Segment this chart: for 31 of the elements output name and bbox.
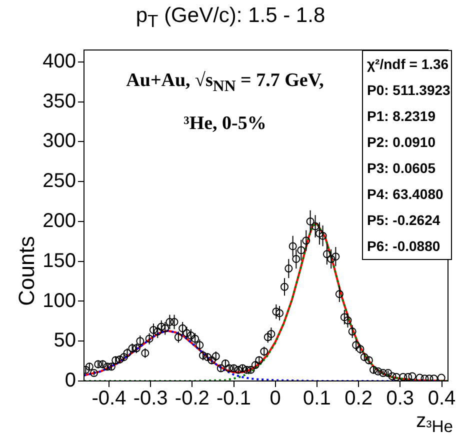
y-tick-label: 200 [42, 210, 76, 232]
y-tick-label: 300 [42, 130, 76, 152]
annotation: Au+Au, √s$_{NN}$ = 7.7 GeV, [125, 69, 325, 97]
x-tick-label: -0.3 [133, 388, 168, 410]
annotation: P1: 8.2319 [367, 107, 436, 126]
x-tick-label: 0.3 [386, 388, 414, 410]
annotation: P6: -0.0880 [367, 237, 442, 256]
x-tick-label: 0.1 [303, 388, 331, 410]
x-tick-label: -0.4 [92, 388, 126, 410]
annotation: P0: 511.3923 [367, 81, 451, 100]
annotation: P4: 63.4080 [367, 185, 444, 204]
y-axis-title: Counts [14, 236, 40, 306]
y-tick-label: 50 [54, 330, 76, 352]
x-axis-title: z$_{³He}$ [416, 410, 453, 437]
y-tick-label: 150 [42, 250, 76, 272]
annotation: ³He, 0-5% [182, 112, 268, 136]
x-tick-label: -0.2 [174, 388, 210, 410]
annotation: P5: -0.2624 [367, 211, 442, 230]
y-tick-label: 0 [64, 370, 76, 392]
y-tick-label: 400 [42, 50, 76, 72]
y-tick-label: 250 [42, 170, 76, 192]
x-tick-label: 0.2 [344, 388, 372, 410]
x-tick-label: 0.4 [428, 388, 456, 410]
annotation: χ²/ndf = 1.36 [367, 55, 450, 74]
annotation: P2: 0.0910 [367, 133, 436, 152]
y-tick-label: 100 [42, 290, 76, 312]
chart-title: p$_{T}$ (GeV/c): 1.5 - 1.8 [134, 4, 326, 32]
x-tick-label: 0 [270, 388, 281, 410]
annotation: P3: 0.0605 [367, 159, 436, 178]
y-tick-label: 350 [42, 90, 76, 112]
x-tick-label: -0.1 [216, 388, 251, 410]
